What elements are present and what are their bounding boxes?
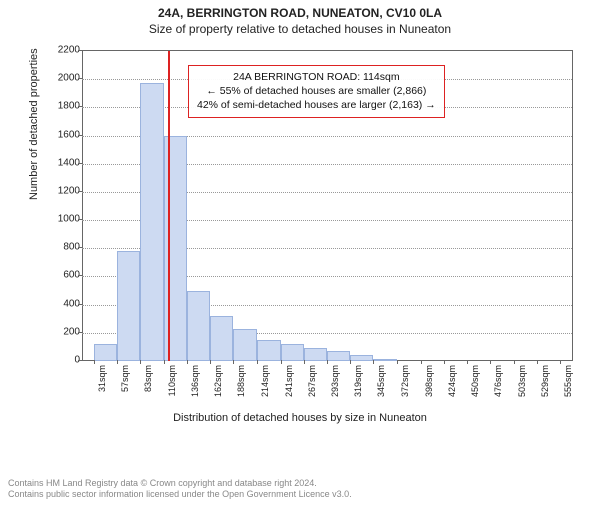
x-tick-mark	[467, 360, 468, 364]
x-tick-label: 319sqm	[353, 365, 363, 397]
x-tick-mark	[94, 360, 95, 364]
x-tick-label: 476sqm	[493, 365, 503, 397]
x-tick-label: 83sqm	[143, 365, 153, 392]
y-tick-mark	[78, 163, 82, 164]
x-tick-label: 293sqm	[330, 365, 340, 397]
y-tick-label: 1400	[30, 157, 80, 168]
y-tick-label: 2200	[30, 45, 80, 56]
histogram-bar	[327, 351, 350, 361]
x-tick-mark	[164, 360, 165, 364]
x-tick-label: 450sqm	[470, 365, 480, 397]
histogram-bar	[350, 355, 373, 361]
annotation-line: 24A BERRINGTON ROAD: 114sqm	[197, 70, 436, 84]
y-tick-mark	[78, 247, 82, 248]
y-tick-label: 600	[30, 270, 80, 281]
y-tick-mark	[78, 50, 82, 51]
histogram-bar	[373, 359, 397, 361]
x-tick-label: 188sqm	[236, 365, 246, 397]
footer: Contains HM Land Registry data © Crown c…	[8, 478, 352, 501]
x-tick-mark	[514, 360, 515, 364]
y-tick-label: 200	[30, 326, 80, 337]
annotation-line: ← 55% of detached houses are smaller (2,…	[197, 84, 436, 98]
annotation-box: 24A BERRINGTON ROAD: 114sqm← 55% of deta…	[188, 65, 445, 118]
histogram-bar	[210, 316, 233, 361]
x-tick-label: 398sqm	[424, 365, 434, 397]
x-tick-mark	[210, 360, 211, 364]
y-tick-label: 2000	[30, 73, 80, 84]
x-tick-label: 503sqm	[517, 365, 527, 397]
y-axis-line	[82, 51, 83, 361]
y-tick-mark	[78, 135, 82, 136]
x-tick-label: 345sqm	[376, 365, 386, 397]
y-tick-mark	[78, 304, 82, 305]
footer-line2: Contains public sector information licen…	[8, 489, 352, 500]
x-tick-mark	[490, 360, 491, 364]
y-tick-mark	[78, 275, 82, 276]
x-tick-label: 110sqm	[167, 365, 177, 396]
x-tick-label: 267sqm	[307, 365, 317, 397]
x-tick-mark	[537, 360, 538, 364]
x-tick-mark	[187, 360, 188, 364]
page-title: 24A, BERRINGTON ROAD, NUNEATON, CV10 0LA	[0, 6, 600, 20]
x-tick-mark	[233, 360, 234, 364]
y-tick-label: 1000	[30, 214, 80, 225]
histogram-bar	[140, 83, 164, 361]
y-tick-mark	[78, 332, 82, 333]
x-tick-mark	[117, 360, 118, 364]
y-tick-mark	[78, 106, 82, 107]
y-tick-label: 0	[30, 355, 80, 366]
y-tick-mark	[78, 78, 82, 79]
y-tick-mark	[78, 191, 82, 192]
x-tick-mark	[281, 360, 282, 364]
plot-area: 24A BERRINGTON ROAD: 114sqm← 55% of deta…	[82, 50, 573, 361]
histogram-bar	[187, 291, 210, 361]
histogram-bar	[304, 348, 327, 361]
y-tick-label: 1200	[30, 185, 80, 196]
x-tick-label: 529sqm	[540, 365, 550, 397]
x-tick-label: 241sqm	[284, 365, 294, 397]
x-tick-mark	[373, 360, 374, 364]
x-tick-mark	[444, 360, 445, 364]
x-tick-label: 57sqm	[120, 365, 130, 392]
x-tick-mark	[350, 360, 351, 364]
y-tick-mark	[78, 219, 82, 220]
histogram-bar	[94, 344, 117, 361]
footer-line1: Contains HM Land Registry data © Crown c…	[8, 478, 352, 489]
x-tick-label: 31sqm	[97, 365, 107, 392]
histogram-bar	[233, 329, 256, 361]
histogram-bar	[257, 340, 281, 361]
x-tick-label: 136sqm	[190, 365, 200, 397]
y-tick-label: 400	[30, 298, 80, 309]
x-tick-label: 372sqm	[400, 365, 410, 397]
annotation-line: 42% of semi-detached houses are larger (…	[197, 98, 436, 112]
x-tick-mark	[397, 360, 398, 364]
x-tick-label: 424sqm	[447, 365, 457, 397]
x-tick-mark	[257, 360, 258, 364]
y-axis-label: Number of detached properties	[28, 48, 40, 200]
x-tick-mark	[327, 360, 328, 364]
x-tick-label: 162sqm	[213, 365, 223, 397]
x-tick-label: 214sqm	[260, 365, 270, 397]
y-tick-label: 1600	[30, 129, 80, 140]
page-subtitle: Size of property relative to detached ho…	[0, 22, 600, 36]
x-tick-mark	[560, 360, 561, 364]
chart-container: Number of detached properties 24A BERRIN…	[20, 40, 580, 430]
property-marker-line	[168, 51, 170, 361]
x-tick-mark	[421, 360, 422, 364]
histogram-bar	[281, 344, 304, 361]
histogram-bar	[117, 251, 140, 361]
y-tick-mark	[78, 360, 82, 361]
x-axis-label: Distribution of detached houses by size …	[20, 412, 580, 424]
x-tick-mark	[140, 360, 141, 364]
x-tick-mark	[304, 360, 305, 364]
x-tick-label: 555sqm	[563, 365, 573, 397]
y-tick-label: 800	[30, 242, 80, 253]
y-tick-label: 1800	[30, 101, 80, 112]
